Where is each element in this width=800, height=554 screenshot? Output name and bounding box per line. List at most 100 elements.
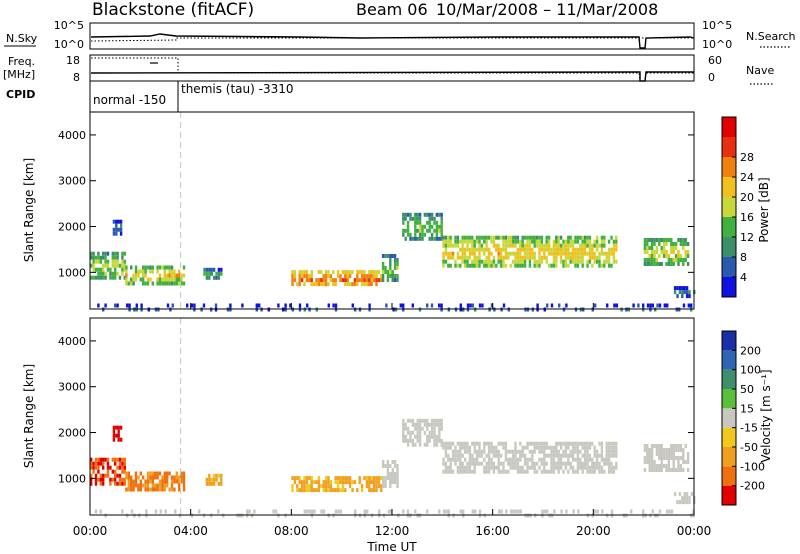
power-cell <box>310 270 313 275</box>
velocity-cell <box>595 465 599 470</box>
power-cell <box>509 263 512 268</box>
velocity-cell <box>653 460 656 464</box>
velocity-cell <box>610 449 613 454</box>
power-cell <box>111 275 114 280</box>
velocity-colorbar-frame <box>721 330 737 506</box>
power-cell <box>296 282 299 287</box>
power-cell <box>600 239 604 244</box>
velocity-cell <box>569 441 572 446</box>
velocity-cell <box>341 484 345 489</box>
power-cell <box>552 243 556 248</box>
velocity-cell <box>327 476 330 481</box>
power-cell <box>132 277 135 282</box>
velocity-cell <box>329 480 333 485</box>
velocity-cell <box>499 461 503 466</box>
velocity-cell <box>456 453 460 458</box>
power-cell <box>384 254 387 258</box>
power-cell <box>557 251 560 256</box>
power-cell <box>540 235 544 240</box>
power-cell <box>334 282 337 287</box>
power-cell <box>583 251 587 256</box>
velocity-cell <box>642 509 645 514</box>
power-cell <box>463 239 467 244</box>
velocity-cell <box>389 484 392 488</box>
velocity-cell <box>547 453 551 458</box>
power-cell <box>375 274 378 279</box>
power-cell <box>406 232 410 237</box>
power-cell <box>646 242 649 246</box>
power-cell <box>523 255 527 260</box>
power-cell <box>466 255 469 260</box>
power-cell <box>308 278 311 283</box>
velocity-cell <box>317 476 321 481</box>
power-cell <box>516 247 520 252</box>
power-cell <box>531 247 534 252</box>
velocity-cell <box>562 469 565 474</box>
power-cell <box>490 235 493 240</box>
power-cell <box>132 281 135 286</box>
power-cell <box>336 274 340 279</box>
velocity-cell <box>571 453 575 458</box>
velocity-cell <box>428 434 431 439</box>
power-cell <box>543 251 546 256</box>
velocity-cell <box>650 468 654 472</box>
power-cell <box>418 216 422 221</box>
velocity-cell <box>208 473 211 478</box>
velocity-cell <box>674 456 678 460</box>
velocity-cell <box>363 476 366 481</box>
velocity-cell <box>220 477 223 482</box>
power-cell <box>471 243 474 248</box>
power-cell <box>320 282 323 287</box>
velocity-cell <box>430 426 434 431</box>
velocity-cell <box>478 441 481 446</box>
velocity-cell <box>310 480 313 485</box>
power-cell <box>466 303 470 308</box>
velocity-colorbar-tick-label: 50 <box>740 383 754 396</box>
velocity-cell <box>509 461 512 466</box>
velocity-cell <box>358 476 361 481</box>
velocity-cell <box>519 465 522 470</box>
velocity-cell <box>106 473 110 478</box>
velocity-colorbar-segment <box>722 369 736 389</box>
power-cell <box>175 281 178 286</box>
power-cell <box>603 259 606 264</box>
velocity-cell <box>514 453 517 458</box>
power-cell <box>456 243 460 248</box>
power-cell <box>114 303 117 308</box>
velocity-cell <box>579 465 582 470</box>
power-cell <box>667 258 671 262</box>
velocity-cell <box>490 461 493 466</box>
velocity-colorbar-tick-label: 15 <box>740 402 754 415</box>
power-cell <box>475 255 479 260</box>
velocity-cell <box>166 471 169 476</box>
power-cell <box>393 266 397 270</box>
velocity-cell <box>384 480 387 484</box>
velocity-cell <box>684 460 687 464</box>
velocity-cell <box>577 509 580 514</box>
velocity-cell <box>416 422 419 427</box>
power-cell <box>559 243 563 248</box>
power-cell <box>127 281 130 286</box>
power-cell <box>123 259 126 264</box>
velocity-cell <box>593 461 596 466</box>
velocity-cell <box>305 480 309 485</box>
power-cell <box>339 274 342 279</box>
power-cell <box>655 246 659 250</box>
power-cell <box>535 239 539 244</box>
power-cell <box>365 282 369 287</box>
velocity-cell <box>594 509 597 514</box>
power-cell <box>389 270 392 274</box>
power-cell <box>414 236 417 241</box>
power-cell <box>480 259 484 264</box>
power-cell <box>438 236 441 241</box>
power-cell <box>205 275 209 280</box>
velocity-cell <box>166 475 169 480</box>
velocity-cell <box>411 438 415 443</box>
velocity-cell <box>438 438 441 443</box>
power-cell <box>454 263 457 268</box>
power-cell <box>370 274 373 279</box>
power-cell <box>564 239 568 244</box>
power-cell <box>389 258 392 262</box>
velocity-cell <box>298 488 301 493</box>
velocity-cell <box>550 445 553 450</box>
